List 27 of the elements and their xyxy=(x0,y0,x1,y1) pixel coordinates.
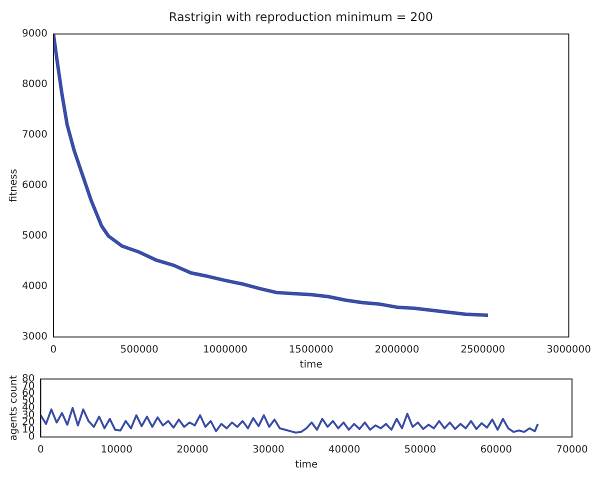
chart-title: Rastrigin with reproduction minimum = 200 xyxy=(168,9,434,26)
y-tick-label: 6000 xyxy=(22,180,48,192)
y-tick-label: 0 xyxy=(28,432,35,443)
x-tick-label: 40000 xyxy=(328,444,360,456)
y-tick-label: 4000 xyxy=(22,281,48,292)
y-tick-label: 7000 xyxy=(22,130,48,141)
x-tick-label: 20000 xyxy=(176,444,208,456)
y-axis-title: fitness xyxy=(8,168,20,202)
x-tick-label: 30000 xyxy=(252,444,284,456)
x-tick-label: 2000000 xyxy=(374,344,420,356)
x-tick-label: 500000 xyxy=(120,344,158,356)
y-tick-label: 5000 xyxy=(22,230,48,242)
x-tick-label: 3000000 xyxy=(546,344,592,356)
x-tick-label: 0 xyxy=(50,344,57,356)
y-tick-label: 9000 xyxy=(22,28,48,40)
x-tick-label: 10000 xyxy=(100,444,133,456)
x-tick-label: 1000000 xyxy=(202,344,248,356)
y-tick-label: 3000 xyxy=(22,332,48,343)
x-tick-label: 60000 xyxy=(480,444,512,456)
x-tick-label: 2500000 xyxy=(460,344,506,356)
y-axis-title: agents count xyxy=(8,375,20,441)
x-tick-label: 1500000 xyxy=(288,344,334,356)
x-axis-title: time xyxy=(300,360,322,371)
x-tick-label: 70000 xyxy=(556,444,588,456)
x-axis-title: time xyxy=(295,460,318,471)
x-tick-label: 50000 xyxy=(404,444,436,456)
y-tick-label: 8000 xyxy=(22,79,48,90)
